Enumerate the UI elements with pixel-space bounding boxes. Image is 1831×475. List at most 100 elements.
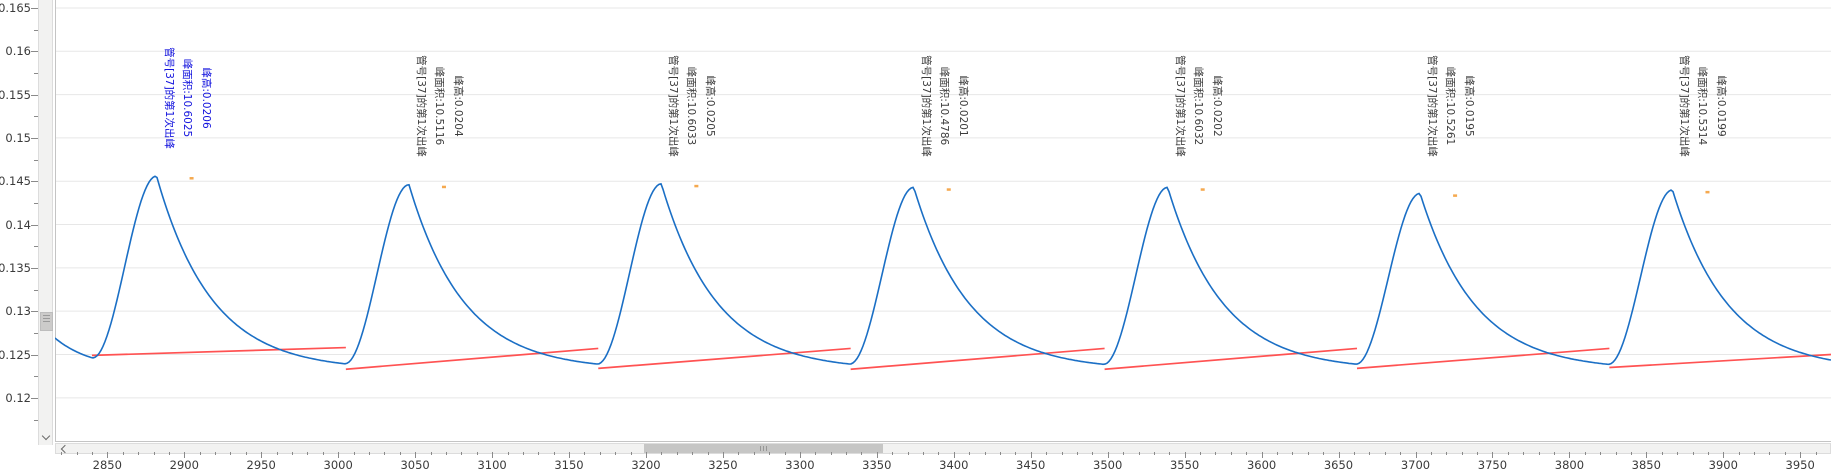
x-minor-tick [1307, 452, 1309, 455]
vertical-scrollbar[interactable] [38, 0, 53, 445]
x-minor-tick [784, 452, 786, 455]
x-minor-tick [1538, 452, 1540, 455]
horizontal-scrollbar-thumb[interactable] [644, 444, 884, 453]
x-minor-tick [1169, 452, 1171, 455]
x-major-tick [261, 452, 263, 458]
baseline-segment [1609, 353, 1831, 369]
chevron-down-icon [41, 431, 50, 441]
x-tick-label: 3250 [708, 458, 738, 472]
x-minor-tick [1446, 452, 1448, 455]
y-major-tick [31, 354, 38, 356]
y-minor-tick [34, 246, 38, 248]
peak-annotation: 峰高:0.0195 峰面积:10.5261 管号[37]的第1次出峰 [1423, 50, 1479, 162]
scroll-left-button[interactable] [56, 444, 72, 453]
x-minor-tick [369, 452, 370, 455]
y-minor-tick [34, 116, 38, 118]
peak-annotation-note: 管号[37]的第1次出峰 [1426, 55, 1439, 157]
peak-annotation: 峰高:0.0205 峰面积:10.6033 管号[37]的第1次出峰 [664, 50, 720, 162]
x-major-tick [569, 452, 570, 458]
x-minor-tick [168, 452, 170, 455]
x-minor-tick [1138, 452, 1140, 455]
x-tick-label: 3650 [1323, 458, 1354, 472]
x-major-tick [1030, 452, 1032, 458]
x-major-tick [1800, 452, 1802, 458]
signal-trace [55, 175, 1831, 366]
x-tick-label: 3400 [939, 458, 969, 472]
x-major-tick [492, 452, 494, 458]
baseline-segment [1356, 347, 1610, 370]
scroll-down-button[interactable] [39, 429, 52, 445]
x-minor-tick [507, 452, 509, 455]
x-minor-tick [307, 452, 309, 455]
chart-plot-area[interactable]: 峰高:0.0206 峰面积:10.6025 管号[37]的第1次出峰 峰高:0.020… [55, 0, 1831, 442]
peak-annotation-height: 峰高:0.0199 [1715, 75, 1728, 137]
y-major-tick [31, 94, 38, 96]
peak-annotation: 峰高:0.0199 峰面积:10.5314 管号[37]的第1次出峰 [1675, 50, 1731, 162]
y-minor-tick [34, 29, 38, 31]
peak-annotation-note: 管号[37]的第1次出峰 [162, 47, 175, 149]
x-minor-tick [676, 452, 678, 455]
baseline-segment [345, 347, 599, 371]
x-major-tick [953, 452, 955, 458]
y-tick-label: 0.165 [0, 0, 31, 15]
x-minor-tick [1677, 452, 1679, 455]
x-major-tick [184, 452, 186, 458]
x-major-tick [415, 452, 417, 458]
x-tick-label: 3550 [1169, 458, 1200, 472]
x-major-tick [1338, 452, 1340, 458]
x-major-tick [799, 452, 801, 458]
y-minor-tick [34, 159, 38, 161]
x-tick-label: 3050 [400, 458, 430, 472]
x-minor-tick [861, 452, 863, 455]
x-tick-label: 3100 [477, 458, 507, 472]
x-minor-tick [1477, 452, 1478, 455]
peak-annotation-note: 管号[37]的第1次出峰 [1173, 55, 1186, 157]
peak-annotation-area: 峰面积:10.6033 [685, 66, 698, 146]
x-minor-tick [245, 452, 247, 455]
y-minor-tick [34, 289, 38, 291]
x-minor-tick [1584, 452, 1586, 455]
x-minor-tick [815, 452, 817, 455]
x-minor-tick [1323, 452, 1325, 455]
x-minor-tick [599, 452, 601, 455]
baseline-segment [598, 347, 851, 370]
peak-annotation-note: 管号[37]的第1次出峰 [1678, 55, 1691, 157]
peak-marker-icon [1705, 190, 1710, 194]
x-minor-tick [445, 452, 447, 455]
chart-canvas [55, 0, 1831, 442]
x-major-tick [1569, 452, 1571, 458]
x-minor-tick [630, 452, 632, 455]
x-minor-tick [923, 452, 924, 455]
peak-annotation-area: 峰面积:10.5261 [1444, 66, 1457, 146]
vertical-scrollbar-thumb[interactable] [40, 311, 53, 332]
baseline-segment [91, 346, 346, 357]
x-minor-tick [661, 452, 663, 455]
peak-annotation-note: 管号[37]的第1次出峰 [667, 55, 680, 157]
peak-marker-icon [1200, 188, 1205, 191]
x-major-tick [722, 452, 724, 458]
x-tick-label: 3300 [785, 458, 815, 472]
x-minor-tick [1738, 452, 1740, 455]
x-major-tick [1723, 452, 1725, 458]
peak-annotation-height: 峰高:0.0204 [451, 75, 464, 137]
x-minor-tick [61, 452, 63, 455]
y-tick-label: 0.16 [5, 44, 31, 59]
x-major-tick [1492, 452, 1494, 458]
x-minor-tick [153, 452, 155, 455]
x-tick-label: 3900 [1708, 458, 1738, 472]
x-minor-tick [538, 452, 540, 455]
x-tick-label: 3750 [1477, 458, 1508, 472]
x-minor-tick [1815, 452, 1817, 455]
x-minor-tick [1123, 452, 1125, 455]
x-tick-label: 3600 [1246, 458, 1277, 472]
x-tick-label: 2850 [92, 458, 122, 472]
x-tick-label: 3700 [1400, 458, 1431, 472]
x-minor-tick [907, 452, 909, 455]
x-minor-tick [122, 452, 124, 455]
y-major-tick [31, 137, 38, 139]
x-minor-tick [461, 452, 463, 455]
y-major-tick [31, 181, 38, 183]
x-minor-tick [1661, 452, 1663, 455]
x-minor-tick [1246, 452, 1248, 455]
x-tick-label: 2950 [246, 458, 276, 472]
